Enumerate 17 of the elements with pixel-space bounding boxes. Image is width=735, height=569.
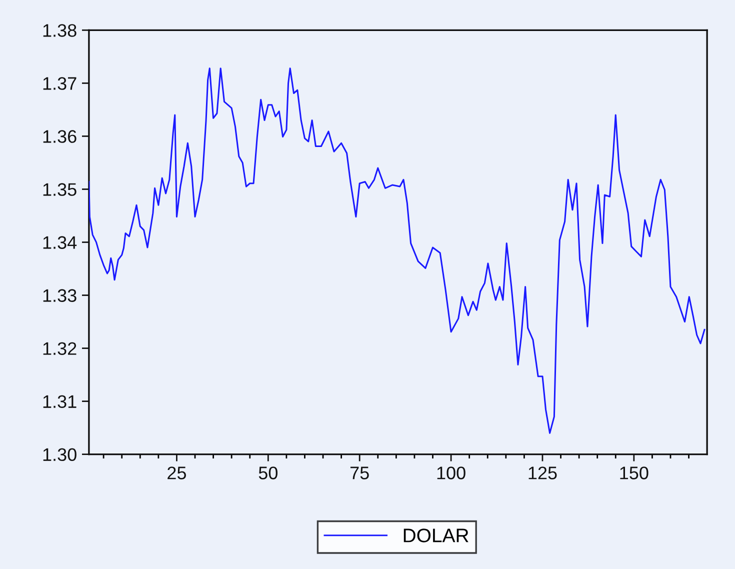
y-tick-label: 1.35 xyxy=(43,183,76,196)
x-tick-label: 25 xyxy=(168,466,186,480)
y-tick-label: 1.33 xyxy=(43,289,76,302)
y-tick-label: 1.38 xyxy=(43,24,76,37)
y-tick-label: 1.30 xyxy=(43,448,76,462)
x-tick-label: 125 xyxy=(528,466,557,480)
y-tick-label: 1.32 xyxy=(43,342,76,355)
x-tick-label: 100 xyxy=(437,466,466,480)
legend-label: DOLAR xyxy=(404,528,468,542)
y-tick-label: 1.31 xyxy=(43,395,76,408)
y-tick-label: 1.34 xyxy=(43,236,77,249)
x-tick-label: 75 xyxy=(350,466,369,480)
x-tick-label: 50 xyxy=(258,466,278,480)
y-tick-label: 1.37 xyxy=(43,77,76,90)
y-tick-label: 1.36 xyxy=(43,130,76,143)
line-series xyxy=(88,68,706,434)
x-tick-label: 150 xyxy=(620,466,648,480)
